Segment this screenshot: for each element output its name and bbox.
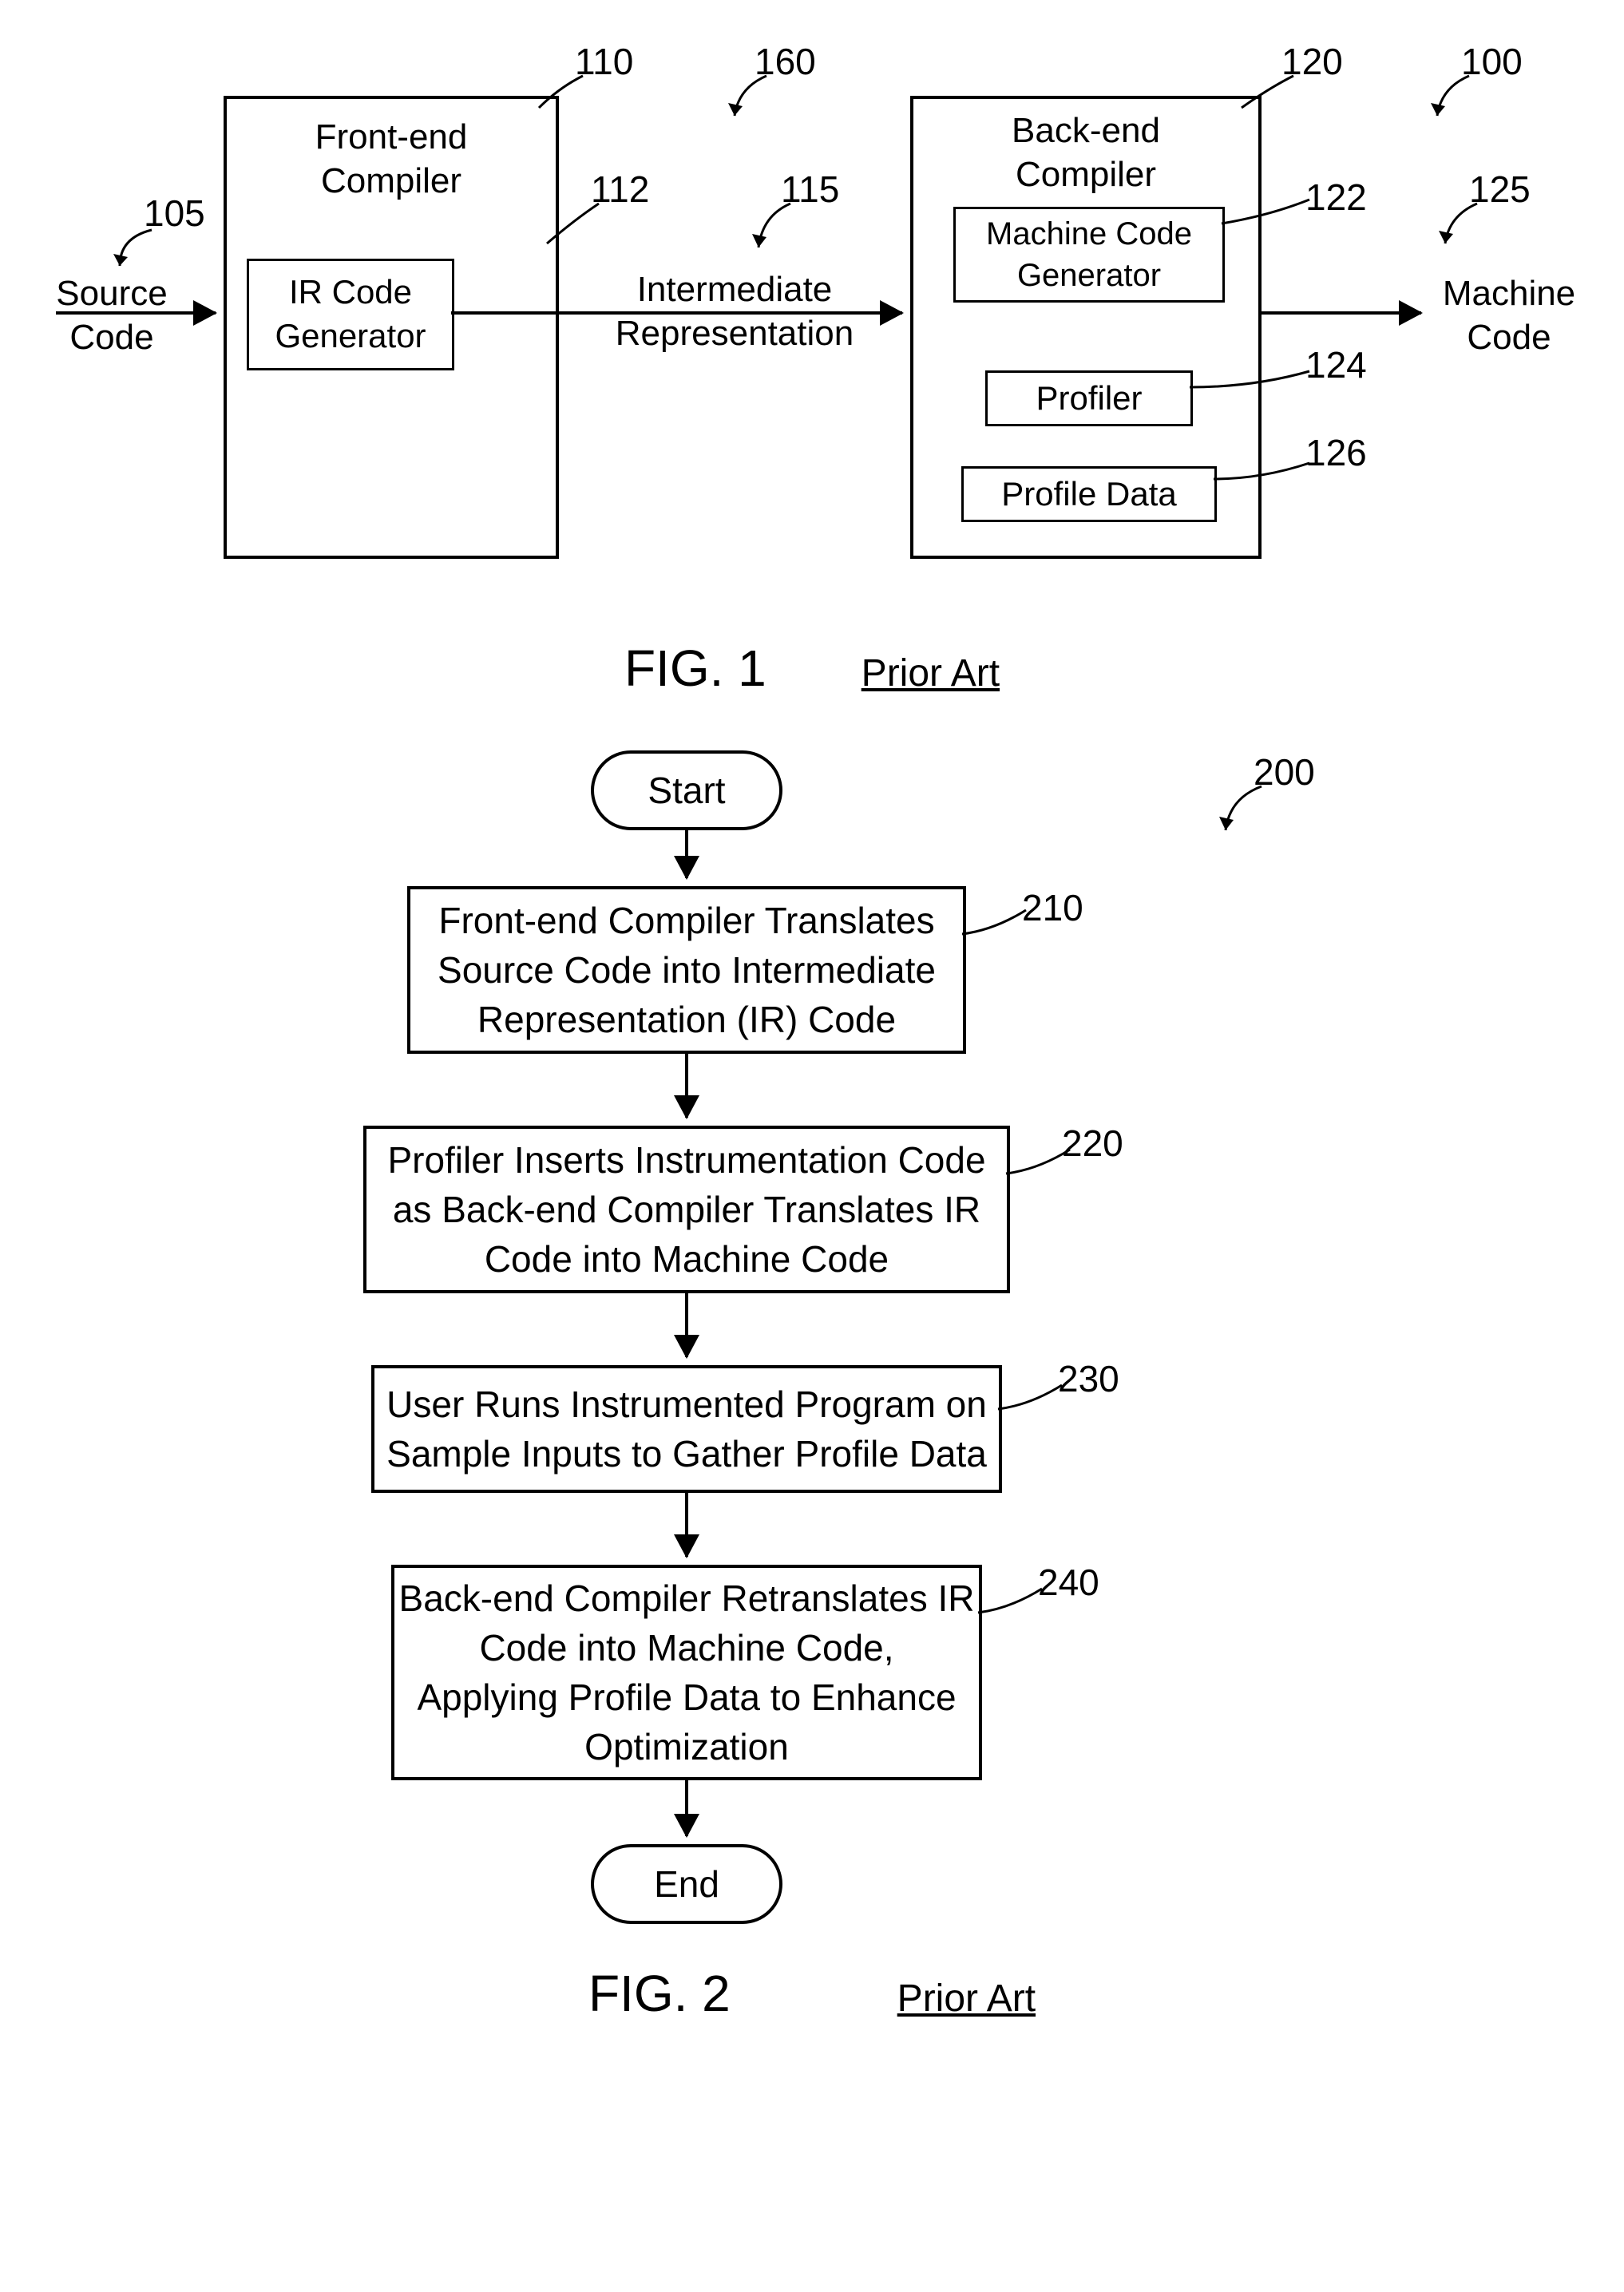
arrow-240-to-end (685, 1780, 688, 1836)
arrow-backend-to-machine-code (1262, 311, 1421, 315)
process-240: Back-end Compiler Retranslates IR Code i… (391, 1565, 982, 1780)
arrow-start-to-210 (685, 830, 688, 878)
profiler-box: Profiler (985, 370, 1193, 426)
frontend-compiler-box: Front-end Compiler IR Code Generator (224, 96, 559, 559)
process-220: Profiler Inserts Instrumentation Code as… (363, 1126, 1010, 1293)
process-210: Front-end Compiler Translates Source Cod… (407, 886, 966, 1054)
hook-100 (1429, 76, 1477, 124)
fig1-caption: FIG. 1 (624, 639, 766, 697)
process-220-text: Profiler Inserts Instrumentation Code as… (387, 1135, 985, 1284)
hook-105 (112, 230, 160, 270)
fig2-caption: FIG. 2 (588, 1965, 731, 2022)
machine-code-label: Machine Code (1425, 271, 1593, 359)
hook-115 (751, 204, 798, 255)
figure-1: Source Code 105 Front-end Compiler IR Co… (32, 32, 1592, 750)
ref-240: 240 (1038, 1561, 1099, 1604)
end-label: End (654, 1862, 719, 1906)
hook-125 (1437, 204, 1485, 251)
ir-code-generator-box: IR Code Generator (247, 259, 454, 370)
arrow-210-to-220 (685, 1054, 688, 1118)
process-240-text: Back-end Compiler Retranslates IR Code i… (399, 1574, 975, 1771)
hook-200 (1218, 786, 1273, 838)
ref-100: 100 (1461, 40, 1523, 83)
ref-126: 126 (1305, 431, 1367, 474)
machine-code-generator-label: Machine Code Generator (986, 213, 1192, 296)
profile-data-label: Profile Data (1001, 475, 1176, 513)
process-210-text: Front-end Compiler Translates Source Cod… (438, 896, 936, 1044)
fig2-caption-row: FIG. 2 Prior Art (32, 1964, 1592, 2023)
figure-2: 200 Start Front-end Compiler Translates … (32, 750, 1592, 2187)
arrow-230-to-240 (685, 1493, 688, 1557)
ref-122: 122 (1305, 176, 1367, 219)
arrow-frontend-to-backend (451, 311, 902, 315)
fig2-prior-art: Prior Art (897, 1977, 1036, 2020)
hook-160 (727, 76, 774, 124)
ref-210: 210 (1022, 886, 1083, 929)
fig1-caption-row: FIG. 1 Prior Art (32, 639, 1592, 698)
start-terminator: Start (591, 750, 782, 830)
ref-160: 160 (755, 40, 816, 83)
end-terminator: End (591, 1844, 782, 1924)
profile-data-box: Profile Data (961, 466, 1217, 522)
ir-code-generator-label: IR Code Generator (275, 271, 426, 358)
ref-112: 112 (591, 168, 649, 211)
frontend-compiler-title: Front-end Compiler (227, 115, 556, 203)
ref-220: 220 (1062, 1122, 1123, 1165)
process-230: User Runs Instrumented Program on Sample… (371, 1365, 1002, 1493)
machine-code-generator-box: Machine Code Generator (953, 207, 1225, 303)
ref-115: 115 (781, 168, 839, 211)
fig1-prior-art: Prior Art (862, 652, 1000, 695)
arrow-source-to-frontend (56, 311, 216, 315)
source-code-label: Source Code (32, 271, 192, 359)
ref-124: 124 (1305, 343, 1367, 386)
backend-compiler-title: Back-end Compiler (913, 109, 1258, 196)
profiler-label: Profiler (1036, 379, 1142, 418)
ref-110: 110 (575, 40, 633, 83)
ref-105: 105 (144, 192, 205, 235)
ref-200: 200 (1254, 750, 1315, 794)
backend-compiler-box: Back-end Compiler Machine Code Generator… (910, 96, 1262, 559)
arrow-220-to-230 (685, 1293, 688, 1357)
ref-125: 125 (1469, 168, 1531, 211)
ref-230: 230 (1058, 1357, 1119, 1400)
ref-120: 120 (1281, 40, 1343, 83)
start-label: Start (648, 769, 725, 812)
process-230-text: User Runs Instrumented Program on Sample… (386, 1380, 987, 1479)
